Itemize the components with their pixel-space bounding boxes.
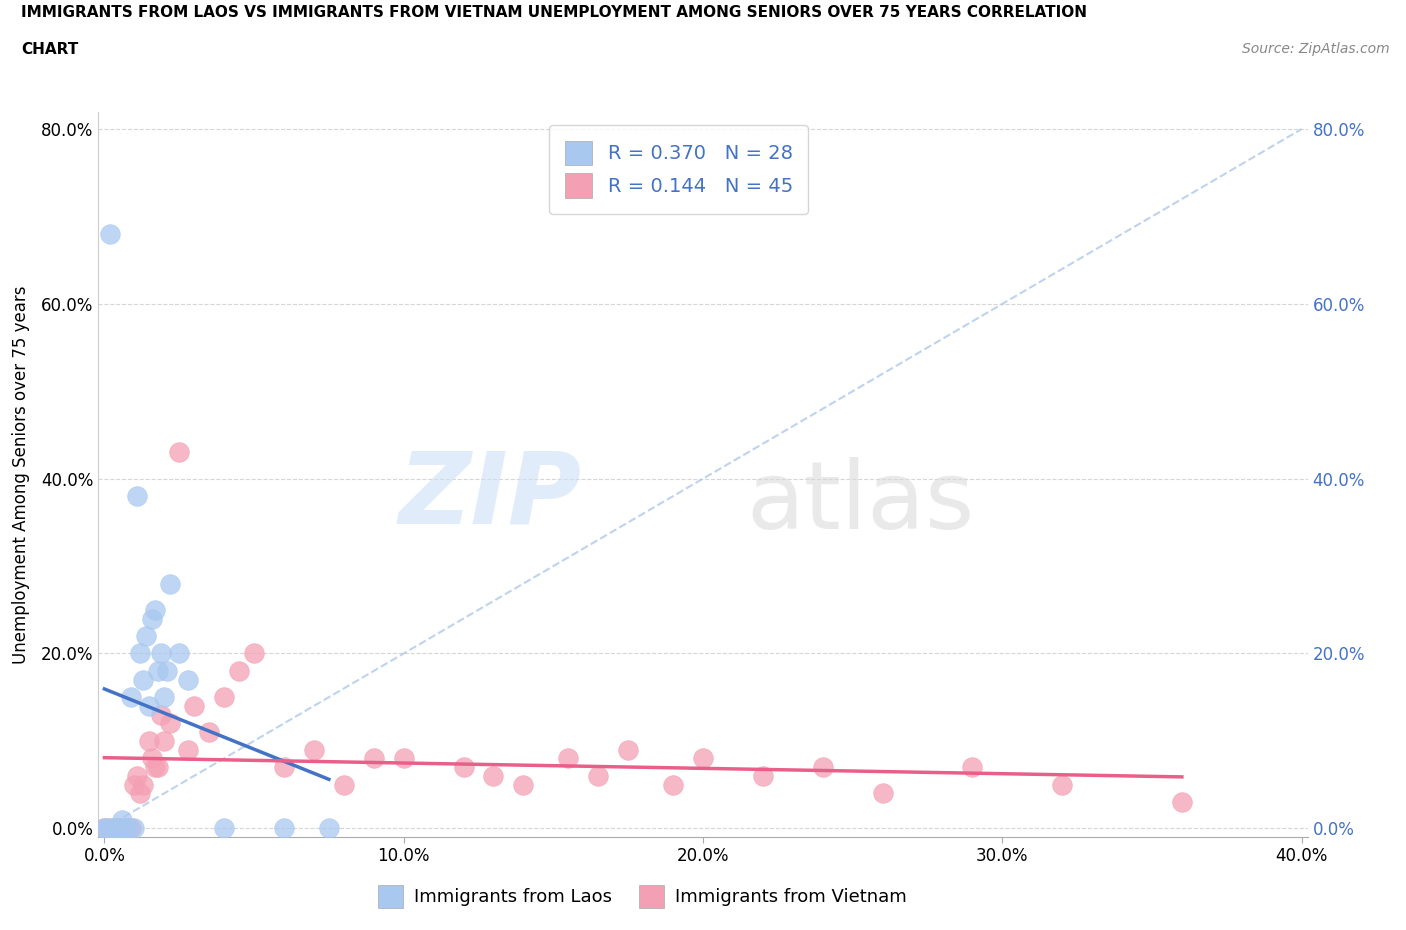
Text: CHART: CHART — [21, 42, 79, 57]
Point — [105, 821, 128, 836]
Point — [811, 760, 834, 775]
Point — [108, 821, 131, 836]
Point — [392, 751, 415, 765]
Point — [132, 672, 155, 687]
Point — [127, 488, 149, 503]
Point — [117, 821, 139, 836]
Point — [120, 821, 142, 836]
Point — [198, 724, 221, 739]
Point — [150, 707, 173, 722]
Point — [148, 760, 170, 775]
Point — [96, 821, 118, 836]
Point — [143, 760, 166, 775]
Point — [135, 629, 157, 644]
Point — [150, 646, 173, 661]
Point — [100, 821, 122, 836]
Point — [1050, 777, 1073, 792]
Point — [273, 821, 295, 836]
Point — [129, 786, 152, 801]
Point — [153, 734, 176, 749]
Point — [586, 768, 609, 783]
Point — [148, 663, 170, 678]
Point — [167, 646, 190, 661]
Point — [117, 821, 139, 836]
Point — [662, 777, 685, 792]
Point — [872, 786, 894, 801]
Text: Source: ZipAtlas.com: Source: ZipAtlas.com — [1241, 42, 1389, 56]
Point — [167, 445, 190, 460]
Point — [177, 742, 200, 757]
Text: IMMIGRANTS FROM LAOS VS IMMIGRANTS FROM VIETNAM UNEMPLOYMENT AMONG SENIORS OVER : IMMIGRANTS FROM LAOS VS IMMIGRANTS FROM … — [21, 5, 1087, 20]
Point — [111, 812, 134, 827]
Point — [93, 821, 115, 836]
Text: atlas: atlas — [747, 458, 974, 550]
Point — [159, 576, 181, 591]
Point — [159, 716, 181, 731]
Point — [482, 768, 505, 783]
Legend: Immigrants from Laos, Immigrants from Vietnam: Immigrants from Laos, Immigrants from Vi… — [371, 877, 914, 915]
Point — [212, 690, 235, 705]
Point — [228, 663, 250, 678]
Point — [752, 768, 775, 783]
Point — [114, 821, 136, 836]
Point — [141, 611, 163, 626]
Point — [124, 777, 146, 792]
Point — [132, 777, 155, 792]
Point — [156, 663, 179, 678]
Point — [453, 760, 475, 775]
Point — [138, 734, 160, 749]
Point — [177, 672, 200, 687]
Point — [333, 777, 356, 792]
Y-axis label: Unemployment Among Seniors over 75 years: Unemployment Among Seniors over 75 years — [11, 286, 30, 663]
Point — [105, 821, 128, 836]
Point — [141, 751, 163, 765]
Point — [138, 698, 160, 713]
Point — [617, 742, 640, 757]
Point — [692, 751, 714, 765]
Point — [129, 646, 152, 661]
Point — [93, 821, 115, 836]
Point — [127, 768, 149, 783]
Point — [557, 751, 579, 765]
Point — [962, 760, 984, 775]
Point — [124, 821, 146, 836]
Point — [143, 603, 166, 618]
Point — [243, 646, 266, 661]
Point — [363, 751, 385, 765]
Point — [111, 821, 134, 836]
Text: ZIP: ZIP — [399, 447, 582, 545]
Point — [212, 821, 235, 836]
Point — [302, 742, 325, 757]
Point — [114, 821, 136, 836]
Point — [120, 690, 142, 705]
Point — [183, 698, 205, 713]
Point — [103, 821, 125, 836]
Point — [100, 227, 122, 242]
Point — [108, 821, 131, 836]
Point — [512, 777, 534, 792]
Point — [1171, 794, 1194, 809]
Point — [318, 821, 340, 836]
Point — [273, 760, 295, 775]
Point — [153, 690, 176, 705]
